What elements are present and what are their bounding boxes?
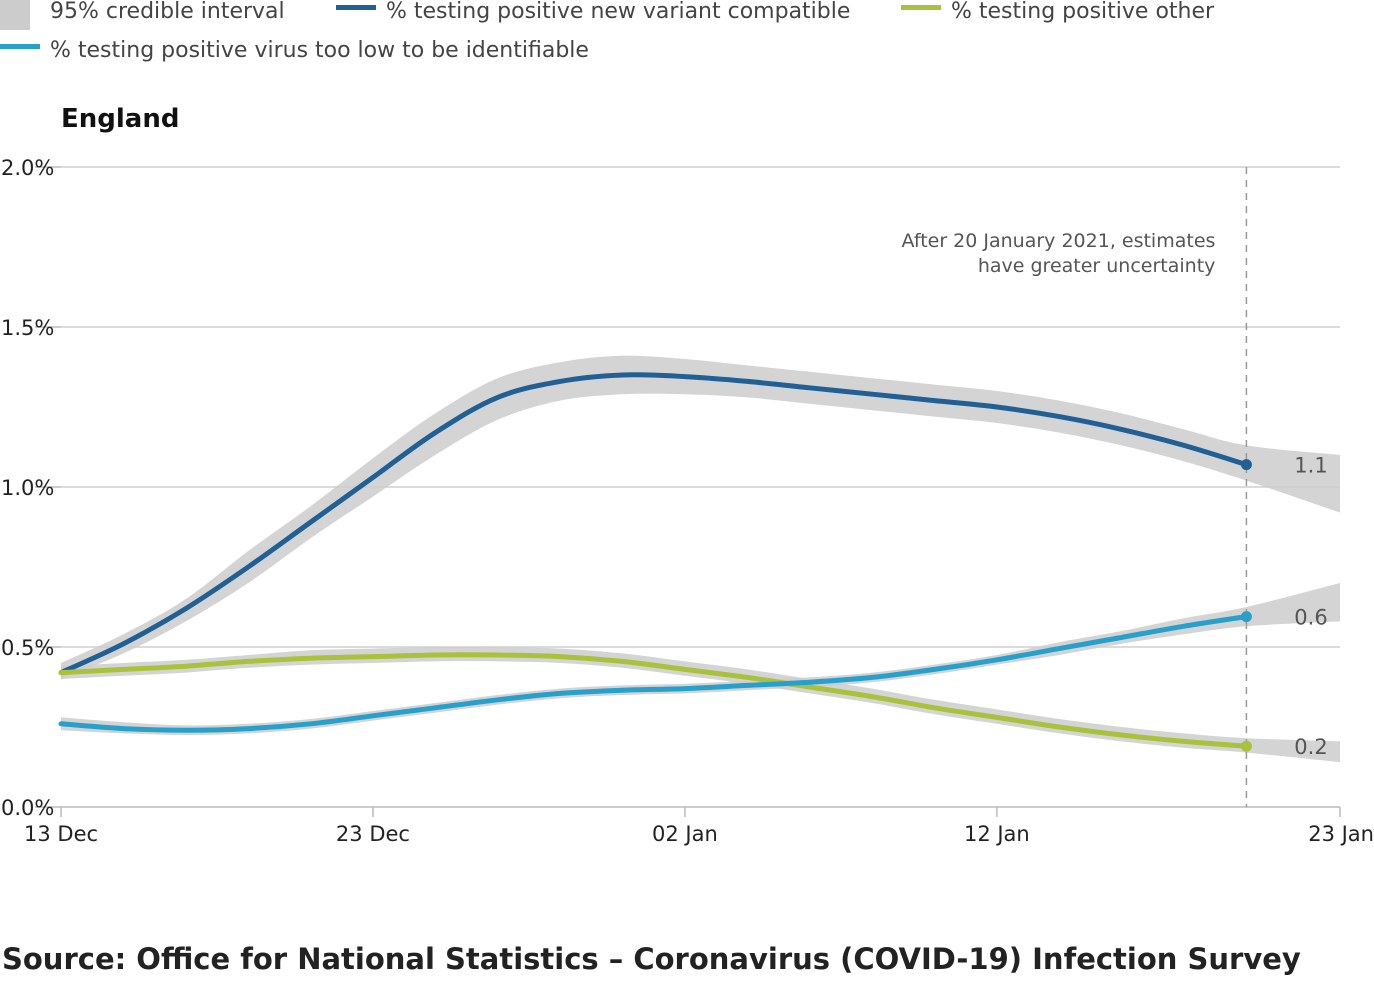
annotation-text: have greater uncertainty [978, 255, 1216, 277]
y-tick-label: 1.5% [1, 316, 54, 340]
x-tick-label: 12 Jan [964, 822, 1030, 846]
legend-label: % testing positive new variant compatibl… [386, 0, 851, 24]
line-chart: 0.0% 0.5% 1.0% 1.5% 2.0% 13 Dec 23 Dec 02 Jan 12… [1, 156, 1374, 846]
source-note: Source: Office for National Statistics –… [2, 942, 1301, 976]
legend-swatch-line [0, 44, 40, 49]
x-tick-label: 13 Dec [24, 822, 98, 846]
x-tick-label: 23 Dec [336, 822, 410, 846]
y-tick-label: 2.0% [1, 156, 54, 180]
series-line [58, 652, 1249, 749]
series-end-point [1240, 740, 1252, 752]
series-end-point [1240, 611, 1252, 623]
annotation-text: After 20 January 2021, estimates [902, 230, 1216, 252]
series-end-label: 1.1 [1294, 454, 1327, 478]
y-tick-label: 0.5% [1, 636, 54, 660]
y-tick-label: 1.0% [1, 476, 54, 500]
y-tick-label: 0.0% [1, 796, 54, 820]
legend-swatch-line [901, 5, 941, 10]
legend-label: 95% credible interval [50, 0, 285, 24]
series-line [58, 372, 1249, 676]
legend-swatch-line [336, 5, 376, 10]
series-end-label: 0.2 [1294, 735, 1327, 759]
legend-label: % testing positive other [951, 0, 1215, 24]
series-end-label: 0.6 [1294, 606, 1327, 630]
chart-title: England [61, 104, 180, 134]
legend-label: % testing positive virus too low to be i… [50, 38, 589, 63]
x-tick-label: 02 Jan [652, 822, 718, 846]
credible-interval-band [61, 646, 1340, 763]
x-tick-label: 23 Jan [1308, 822, 1374, 846]
series-line [58, 614, 1249, 733]
chart-legend: 95% credible interval % testing positive… [0, 0, 1374, 70]
series-end-point [1240, 459, 1252, 471]
legend-swatch-band [0, 0, 30, 30]
